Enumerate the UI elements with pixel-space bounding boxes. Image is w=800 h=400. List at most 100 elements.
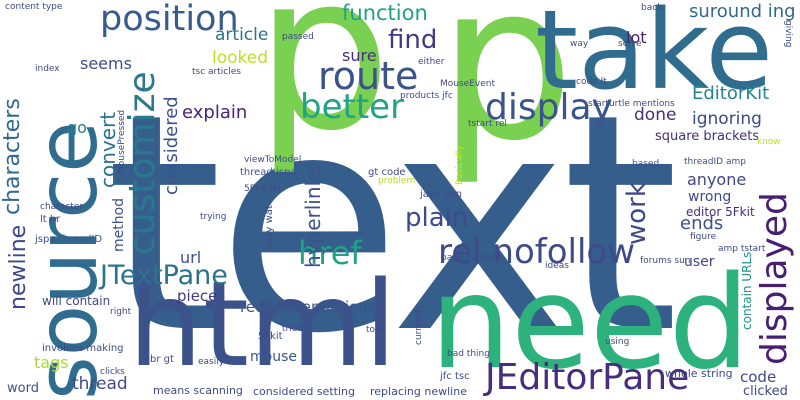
- word-contain-urls: contain URLs: [740, 251, 754, 330]
- word-p: p: [438, 0, 575, 188]
- word-passed: passed: [282, 32, 314, 42]
- word-p: p: [255, 0, 392, 178]
- word-need: need: [430, 249, 750, 398]
- word-clicked: clicked: [743, 384, 788, 399]
- word-editorkit: EditorKit: [692, 83, 770, 104]
- word-trying: trying: [200, 212, 227, 222]
- word-method: method: [111, 197, 127, 252]
- word-newline: newline: [6, 224, 31, 310]
- word-plain: plain: [405, 203, 469, 233]
- word-code: code: [740, 368, 777, 386]
- word-content-type: content type: [5, 2, 63, 12]
- word-back: back: [641, 3, 663, 13]
- word-replacing-newline: replacing newline: [370, 385, 467, 398]
- word-right: right: [110, 307, 132, 317]
- word-tried: tried: [282, 324, 303, 334]
- word-pane-content: pane content: [441, 253, 501, 263]
- word-index: index: [35, 64, 60, 74]
- word-java-sun: java sun: [420, 189, 463, 200]
- word-viewtomodel: viewToModel: [244, 155, 302, 165]
- word-route: route: [318, 54, 419, 98]
- word-displayed: displayed: [754, 192, 795, 365]
- word-html: html: [128, 255, 397, 393]
- word-easily: easily: [198, 357, 225, 367]
- word-recommendations: recommendations: [240, 298, 376, 316]
- word-mousepressed: mousePressed: [117, 109, 127, 175]
- word-gt-code: gt code: [368, 167, 406, 178]
- word-done: done: [634, 105, 677, 125]
- word-5fkit-rel: 5Fkit rel: [244, 184, 281, 194]
- word-href: href: [298, 234, 362, 272]
- word-convert: convert: [96, 111, 120, 188]
- word-way: way: [570, 39, 589, 49]
- word-anyone: anyone: [687, 170, 747, 189]
- word-5fkit: 5Fkit: [258, 331, 283, 342]
- word-ignoring: ignoring: [692, 109, 762, 129]
- word-tstart-rel: tstart rel: [468, 119, 507, 129]
- word-giving: giving: [783, 20, 793, 48]
- word-explain: explain: [182, 102, 248, 123]
- word-hyperlinks: hyperlinks: [301, 164, 325, 268]
- word-lot: lot: [626, 28, 647, 47]
- word-jspa-threadid: jspa threadID: [35, 234, 103, 245]
- word-jtextpane: JTextPane: [100, 260, 228, 291]
- word-looked: looked: [212, 48, 269, 68]
- word-characters: characters: [0, 98, 25, 215]
- word-ideas: ideas: [545, 261, 569, 271]
- word-mouseevent: MouseEvent: [440, 79, 495, 89]
- word-code-lt: code lt: [576, 77, 607, 87]
- word-solve: solve: [618, 39, 642, 49]
- word-either: either: [418, 57, 445, 67]
- word-find: find: [388, 25, 438, 55]
- word-means-scanning: means scanning: [153, 384, 243, 397]
- word-based: based: [632, 159, 660, 169]
- word-amp-tstart: amp tstart: [718, 244, 766, 254]
- word-problem: problem: [378, 176, 416, 186]
- word-piece: piece: [177, 287, 218, 305]
- word-forums-sun: forums sun: [640, 256, 691, 266]
- word-wrong: wrong: [688, 189, 732, 205]
- word-know: know: [757, 137, 781, 147]
- word-currently: currently: [414, 304, 424, 345]
- word-easy-wat: easy wat: [264, 205, 275, 250]
- word-thread: thread: [72, 374, 128, 394]
- word-surounding: suround ing: [689, 1, 796, 22]
- word-sure: sure: [342, 46, 377, 65]
- word-mouse: mouse: [250, 349, 297, 365]
- word-tags: tags: [34, 353, 69, 372]
- word-better: better: [300, 87, 405, 127]
- word-jeditorpane: JEditorPane: [485, 357, 690, 398]
- word-url: url: [180, 248, 202, 267]
- word-take: take: [535, 0, 773, 114]
- word-ends: ends: [680, 213, 724, 234]
- word-square-brackets: square brackets: [655, 129, 760, 144]
- word-word: word: [7, 381, 39, 396]
- word-user: user: [684, 254, 715, 270]
- word-considered-setting: considered setting: [253, 385, 355, 398]
- word-told: told: [366, 325, 384, 335]
- word-using: using: [605, 337, 630, 347]
- word-whole-string: whole string: [665, 367, 733, 380]
- word-jfc-tsc: jfc tsc: [440, 371, 470, 382]
- word-bad-thing: bad thing: [447, 349, 490, 359]
- word-seems: seems: [80, 54, 132, 73]
- word-basically: Basically: [455, 145, 465, 185]
- word-character: character: [40, 202, 84, 212]
- word-position: position: [100, 0, 239, 39]
- word-go: go: [67, 118, 87, 137]
- word-editor-5fkit: editor 5Fkit: [686, 205, 755, 219]
- word-products-jfc: products jfc: [400, 91, 453, 101]
- word-lt-br: lt br: [40, 214, 61, 225]
- word-involves-making: involves making: [42, 343, 124, 354]
- word-work: work: [622, 182, 652, 245]
- word-threadid-amp: threadID amp: [684, 157, 746, 167]
- word-starturtle-mentions: starturtle mentions: [588, 99, 675, 109]
- word-customize: customize: [122, 71, 163, 255]
- word-will-contain: will contain: [42, 294, 111, 308]
- word-display: display: [485, 87, 613, 128]
- word-article: article: [215, 25, 269, 45]
- word-br-gt: br gt: [150, 354, 174, 365]
- word-clicks: clicks: [100, 367, 125, 377]
- word-figure: figure: [690, 232, 717, 242]
